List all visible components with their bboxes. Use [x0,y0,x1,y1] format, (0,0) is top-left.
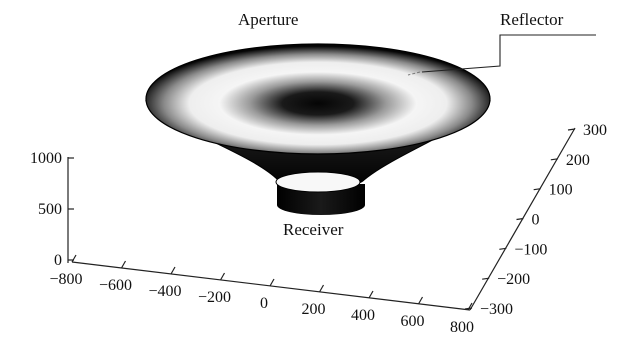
reflector-surface [145,43,491,193]
x-axis-ticks: −800 −600 −400 −200 0 200 400 600 800 [49,254,474,336]
x-tick-mark [71,254,77,263]
x-tick-label: 0 [260,295,268,312]
z-tick-label: 500 [38,201,62,218]
reflector-pointer-dash [407,71,421,76]
x-tick-mark [368,290,374,299]
y-tick-mark [516,217,524,221]
x-tick-label: −200 [198,289,231,306]
x-tick-mark [318,284,325,293]
reflector-pointer-line [421,34,596,73]
y-tick-mark [482,277,490,280]
x-tick-label: 600 [401,313,425,330]
x-tick-mark [120,260,127,269]
y-tick-mark [464,307,473,310]
x-tick-label: 400 [351,307,375,324]
x-tick-mark [417,296,424,305]
y-tick-label: 300 [583,122,607,139]
y-tick-mark [499,247,507,250]
x-tick-mark [170,266,176,275]
z-tick-label: 1000 [30,150,62,167]
receiver-cylinder [277,184,365,215]
reflector-label: Reflector [500,10,564,29]
y-tick-label: 100 [549,182,573,199]
receiver-label: Receiver [283,220,344,239]
x-axis-line [71,261,471,311]
y-tick-mark [567,128,576,131]
x-tick-label: −400 [148,283,181,300]
y-tick-label: −300 [480,301,513,318]
y-tick-mark [533,188,541,191]
z-axis-ticks: 0 500 1000 [30,150,74,269]
x-tick-label: 200 [302,301,326,318]
x-tick-label: −800 [49,271,82,288]
y-tick-mark [550,158,558,161]
x-tick-label: 800 [450,319,474,336]
y-axis-ticks: −300 −200 −100 0 100 200 300 [464,122,607,318]
z-tick-label: 0 [54,252,62,269]
y-tick-label: −100 [514,241,547,258]
y-tick-label: −200 [497,271,530,288]
x-tick-mark [269,278,275,287]
aperture-label: Aperture [238,10,298,29]
y-tick-label: 200 [566,152,590,169]
x-tick-label: −600 [99,277,132,294]
x-tick-mark [219,272,226,281]
y-tick-label: 0 [532,212,540,229]
